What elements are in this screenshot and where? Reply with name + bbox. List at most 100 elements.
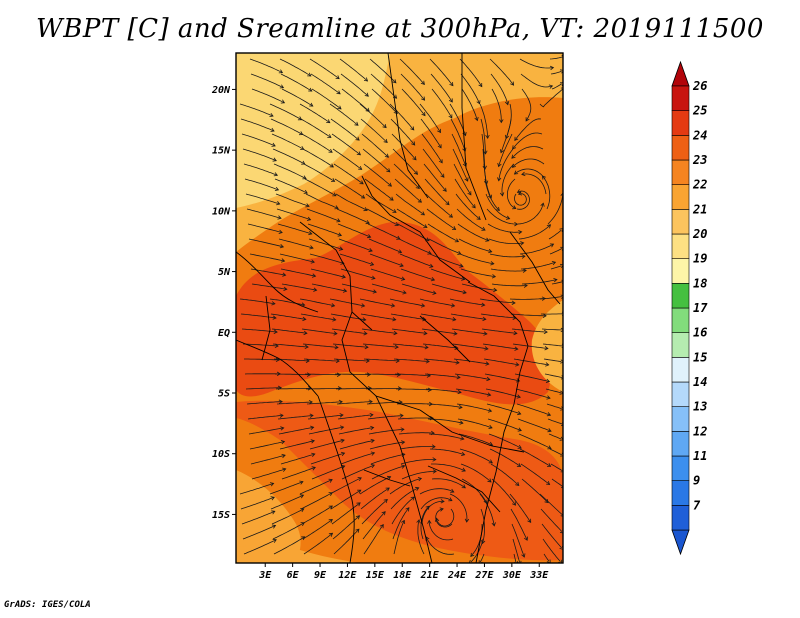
- streamline-arrow: [437, 128, 441, 134]
- streamline-arrow: [491, 522, 496, 527]
- streamline-arrow: [488, 248, 493, 254]
- streamline: [366, 208, 399, 226]
- streamline: [277, 223, 312, 235]
- streamline-arrow: [464, 518, 470, 523]
- streamline: [431, 88, 453, 119]
- streamline: [519, 58, 554, 69]
- streamline: [250, 454, 286, 465]
- streamline: [510, 508, 528, 541]
- streamline: [244, 178, 279, 191]
- streamline: [340, 73, 369, 97]
- streamline: [275, 387, 312, 390]
- streamline-arrow: [328, 532, 334, 537]
- streamline: [239, 298, 275, 305]
- streamline-arrow: [400, 427, 405, 432]
- streamline: [400, 73, 425, 101]
- streamline-arrow: [357, 477, 362, 482]
- streamline: [488, 433, 522, 449]
- streamline: [269, 298, 305, 306]
- colorbar-segment: [671, 233, 690, 259]
- streamline-arrow: [549, 65, 555, 71]
- streamline-arrow: [459, 420, 464, 425]
- streamline: [241, 133, 276, 147]
- streamline: [512, 538, 520, 563]
- streamline: [302, 519, 333, 540]
- wbpt-east-yellow-fill: [531, 300, 563, 392]
- streamline-arrow: [450, 488, 455, 493]
- streamline-arrow: [309, 413, 314, 418]
- streamline-arrow: [544, 345, 549, 351]
- streamline: [519, 448, 551, 467]
- streamline: [490, 463, 520, 486]
- streamline-arrow: [454, 238, 460, 243]
- streamline: [251, 283, 287, 290]
- map-frame: [235, 52, 564, 564]
- streamline-arrow: [438, 159, 443, 164]
- streamline: [248, 238, 284, 248]
- streamline-arrow: [280, 258, 286, 263]
- colorbar-segment: [671, 258, 690, 284]
- streamline-arrow: [432, 290, 437, 295]
- streamline-arrow: [368, 399, 373, 404]
- streamline-arrow: [302, 316, 307, 322]
- streamline: [310, 268, 346, 278]
- streamline-arrow: [461, 484, 466, 489]
- streamline: [487, 418, 522, 431]
- streamline-arrow: [279, 413, 284, 418]
- streamline-arrow: [551, 261, 557, 266]
- streamline: [520, 73, 553, 88]
- streamline-arrow: [300, 522, 305, 527]
- streamline-arrow: [462, 290, 467, 295]
- streamline: [521, 279, 557, 285]
- streamline: [309, 58, 340, 80]
- streamline-arrow: [485, 361, 490, 366]
- streamline-arrow: [514, 221, 519, 227]
- streamline: [429, 58, 454, 86]
- streamline-arrow: [300, 508, 305, 513]
- colorbar-label: 14: [693, 375, 707, 389]
- streamline: [339, 439, 375, 450]
- streamline: [361, 133, 389, 158]
- streamline-arrow: [303, 330, 308, 336]
- streamline-arrow: [457, 389, 462, 395]
- streamline: [549, 56, 563, 60]
- colorbar-label: 21: [692, 202, 707, 216]
- streamline: [516, 403, 551, 416]
- streamline-arrow: [392, 209, 397, 213]
- streamline-arrow: [484, 346, 489, 351]
- streamline-arrow: [356, 151, 362, 156]
- streamline-arrow: [333, 331, 338, 336]
- streamline: [518, 433, 552, 449]
- streamline: [539, 88, 563, 108]
- colorbar-label: 16: [693, 326, 707, 340]
- streamline: [371, 88, 398, 114]
- streamline: [390, 313, 426, 320]
- streamline: [330, 118, 360, 141]
- streamline-arrow: [328, 505, 333, 510]
- streamline: [391, 328, 427, 334]
- streamline-arrow: [277, 215, 282, 220]
- streamline-arrow: [337, 105, 342, 110]
- streamline-arrow: [515, 378, 521, 383]
- streamline-arrow: [442, 187, 447, 192]
- streamline: [305, 193, 339, 209]
- streamline-arrow: [516, 463, 522, 467]
- streamline: [457, 223, 490, 242]
- lon-tick-label: 15E: [366, 570, 385, 581]
- streamline-arrow: [448, 213, 453, 218]
- streamline: [426, 208, 456, 230]
- streamline-arrow: [541, 175, 546, 180]
- streamline-arrow: [427, 519, 432, 524]
- streamline-arrow: [432, 469, 437, 474]
- streamline: [400, 459, 436, 465]
- streamline: [480, 508, 485, 544]
- streamline: [249, 441, 285, 450]
- streamline-arrow: [363, 77, 369, 82]
- streamline: [480, 313, 517, 319]
- streamline: [430, 73, 453, 103]
- streamline-arrow: [490, 261, 495, 266]
- streamline-arrow: [342, 288, 348, 293]
- streamline-arrow: [337, 232, 343, 237]
- streamline: [551, 478, 563, 487]
- streamline-arrow: [420, 80, 425, 85]
